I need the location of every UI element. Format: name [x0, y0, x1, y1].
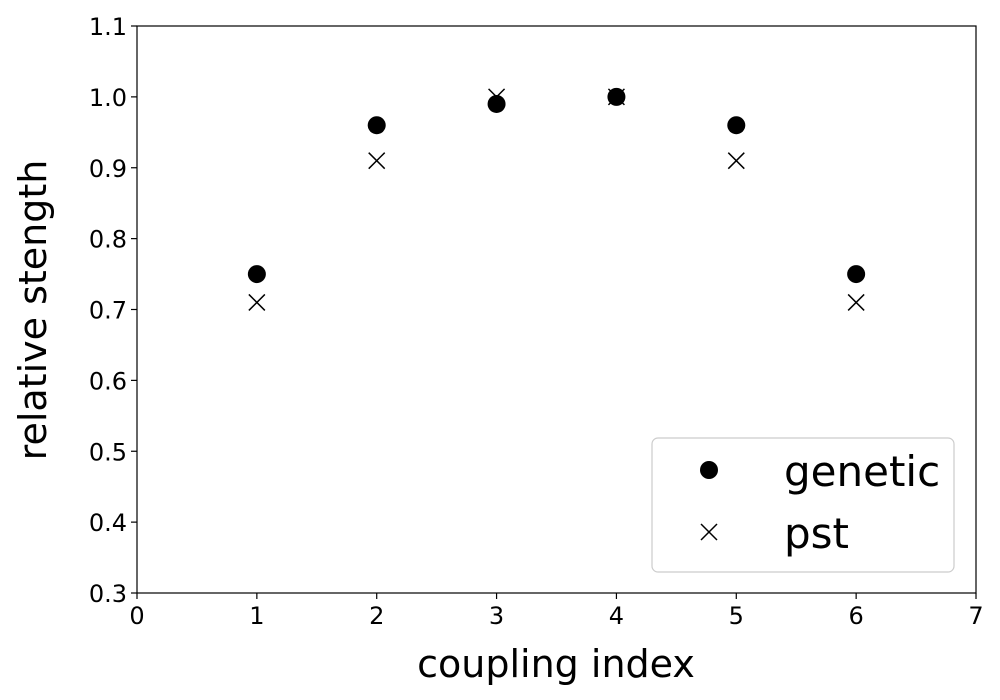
data-point-genetic	[247, 265, 266, 284]
y-tick-label: 0.3	[89, 580, 127, 608]
data-point-genetic	[847, 265, 866, 284]
plot-frame	[136, 25, 977, 594]
y-tick-label: 1.0	[89, 84, 127, 112]
y-tick-label: 0.5	[89, 438, 127, 466]
x-axis-ticks: 0 1 2 3 4 5 6 7	[129, 593, 984, 630]
data-point-genetic	[487, 94, 506, 113]
x-tick-label: 6	[849, 602, 864, 630]
legend-label-genetic: genetic	[784, 447, 940, 496]
y-axis-label: relative stength	[11, 160, 55, 461]
data-point-pst	[368, 152, 386, 170]
data-point-pst	[488, 88, 506, 106]
legend-marker-genetic	[700, 461, 718, 479]
data-point-pst	[607, 88, 625, 106]
y-tick-label: 0.9	[89, 155, 127, 183]
legend: genetic pst	[651, 437, 955, 573]
data-series	[247, 87, 866, 311]
series-pst	[248, 88, 865, 311]
data-point-genetic	[727, 116, 746, 135]
data-point-pst	[248, 293, 266, 311]
x-tick-label: 1	[249, 602, 264, 630]
y-tick-label: 0.6	[89, 367, 127, 395]
legend-box	[651, 437, 955, 573]
x-tick-label: 2	[369, 602, 384, 630]
x-tick-label: 5	[729, 602, 744, 630]
x-tick-label: 3	[489, 602, 504, 630]
y-tick-label: 1.1	[89, 13, 127, 41]
x-tick-label: 0	[129, 602, 144, 630]
data-point-pst	[847, 293, 865, 311]
y-axis-ticks: 0.3 0.4 0.5 0.6 0.7 0.8 0.9 1.0 1.1	[89, 13, 137, 608]
y-tick-label: 0.4	[89, 509, 127, 537]
x-tick-label: 7	[968, 602, 983, 630]
y-tick-label: 0.7	[89, 297, 127, 325]
y-tick-label: 0.8	[89, 226, 127, 254]
data-point-genetic	[367, 116, 386, 135]
series-genetic	[247, 87, 866, 284]
x-axis-label: coupling index	[417, 642, 695, 686]
legend-marker-pst	[700, 523, 718, 541]
legend-label-pst: pst	[784, 509, 849, 558]
data-point-pst	[727, 152, 745, 170]
x-tick-label: 4	[609, 602, 624, 630]
